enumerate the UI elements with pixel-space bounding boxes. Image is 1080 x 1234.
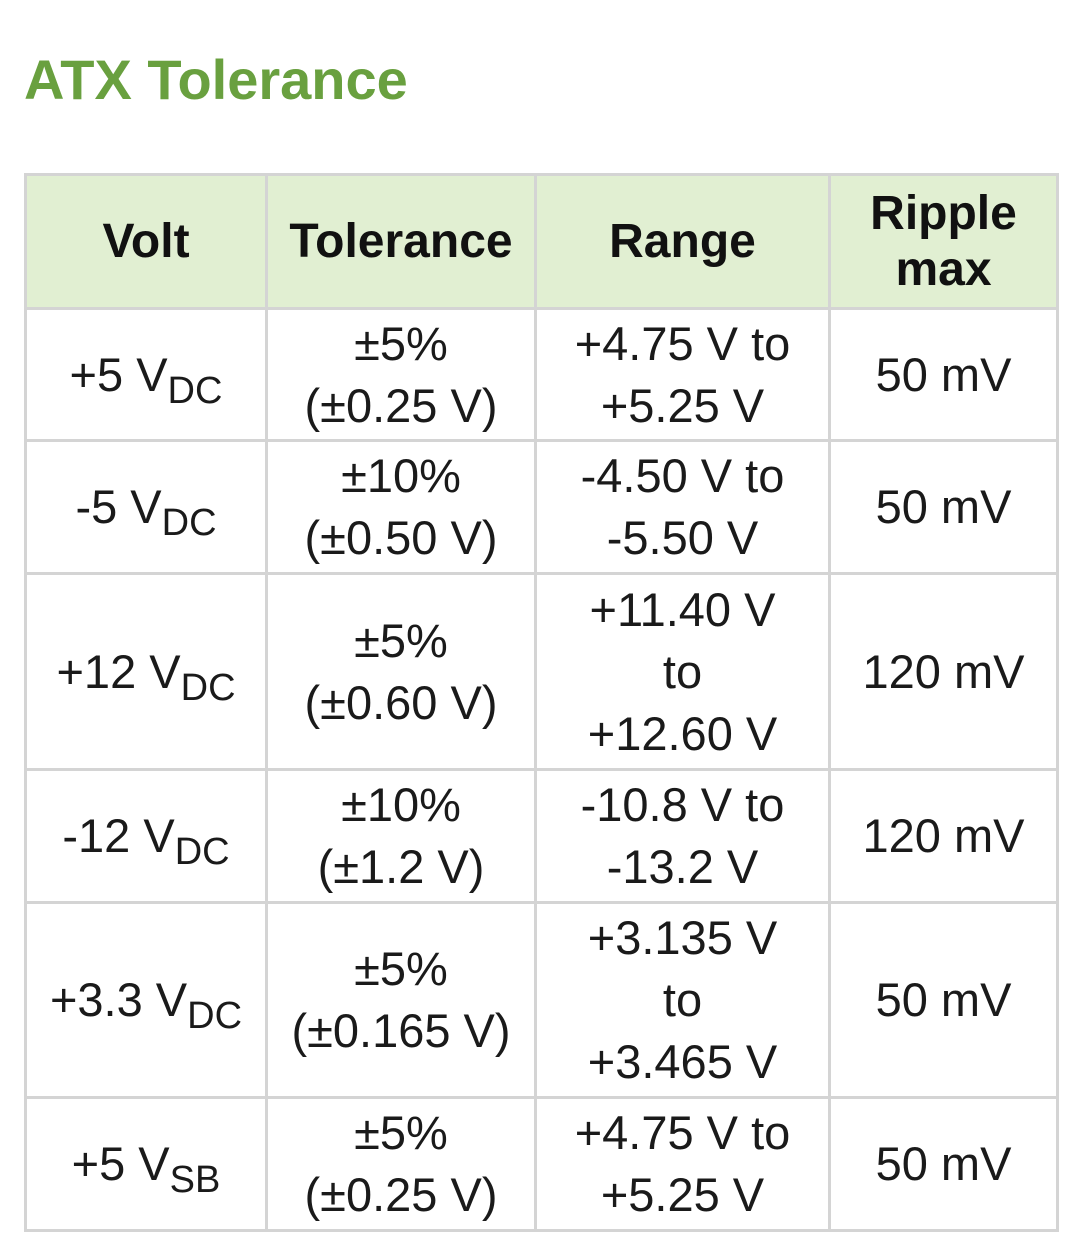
volt-subscript: DC [174,831,230,873]
range-line: +3.465 V [587,1035,778,1088]
ripple-cell: 50 mV [828,439,1059,575]
ripple-cell: 50 mV [828,1096,1059,1232]
range-cell: -10.8 V to -13.2 V [534,768,831,904]
tolerance-absolute: (±0.165 V) [291,1004,511,1057]
tolerance-absolute: (±1.2 V) [317,840,485,893]
tolerance-percent: ±5% [354,316,448,370]
ripple-cell: 50 mV [828,901,1059,1099]
tolerance-percent: ±5% [354,1106,448,1159]
volt-subscript: DC [161,502,217,544]
volt-subscript: DC [180,666,236,709]
tolerance-absolute: (±0.25 V) [304,378,498,432]
range-cell: +4.75 V to +5.25 V [534,307,831,442]
header-range: Range [534,173,831,310]
range-cell: +3.135 V to +3.465 V [534,901,831,1099]
range-line: to [662,644,703,698]
range-line: -4.50 V to [580,449,785,502]
volt-value: +5 V [69,347,168,401]
atx-tolerance-table: Volt Tolerance Range Ripple max +5 VDC ±… [24,173,1059,1232]
volt-cell: +5 VDC [24,307,268,442]
range-line: -13.2 V [606,840,759,893]
table-row: +5 VDC ±5% (±0.25 V) +4.75 V to +5.25 V 50… [24,307,1059,442]
range-line: to [662,973,703,1026]
table-row: +3.3 VDC ±5% (±0.165 V) +3.135 V to +3.465 … [24,901,1059,1099]
tolerance-cell: ±5% (±0.165 V) [265,901,537,1099]
range-line: +3.135 V [587,911,778,964]
range-line: -5.50 V [606,511,759,564]
volt-cell: -5 VDC [24,439,268,575]
volt-cell: -12 VDC [24,768,268,904]
range-line: +11.40 V [589,582,776,636]
range-line: +5.25 V [600,1168,765,1221]
volt-cell: +3.3 VDC [24,901,268,1099]
tolerance-cell: ±5% (±0.25 V) [265,1096,537,1232]
tolerance-percent: ±10% [341,449,461,502]
table-row: -5 VDC ±10% (±0.50 V) -4.50 V to -5.50 V 5… [24,439,1059,575]
volt-subscript: DC [187,995,243,1037]
volt-value: +5 V [71,1137,170,1190]
volt-subscript: SB [169,1159,221,1201]
volt-cell: +12 VDC [24,572,268,771]
ripple-cell: 50 mV [828,307,1059,442]
ripple-cell: 120 mV [828,768,1059,904]
table-row: -12 VDC ±10% (±1.2 V) -10.8 V to -13.2 V 1… [24,768,1059,904]
volt-value: -12 V [62,809,175,862]
range-cell: -4.50 V to -5.50 V [534,439,831,575]
volt-cell: +5 VSB [24,1096,268,1232]
tolerance-absolute: (±0.50 V) [304,511,498,564]
volt-subscript: DC [167,369,223,412]
table-row: +5 VSB ±5% (±0.25 V) +4.75 V to +5.25 V 50… [24,1096,1059,1232]
tolerance-percent: ±5% [354,613,448,667]
range-line: +4.75 V to [574,1106,791,1159]
range-line: +12.60 V [587,706,778,760]
volt-value: +3.3 V [49,973,188,1026]
ripple-cell: 120 mV [828,572,1059,771]
tolerance-percent: ±10% [341,778,461,831]
page-title: ATX Tolerance [24,48,408,111]
volt-value: +12 V [56,644,181,698]
volt-value: -5 V [75,480,162,533]
header-ripple-max: Ripple max [828,173,1059,310]
tolerance-cell: ±5% (±0.25 V) [265,307,537,442]
tolerance-absolute: (±0.25 V) [304,1168,498,1221]
range-line: +4.75 V to [574,316,791,370]
range-line: -10.8 V to [580,778,785,831]
header-tolerance: Tolerance [265,173,537,310]
tolerance-percent: ±5% [354,942,448,995]
range-line: +5.25 V [600,378,765,432]
tolerance-cell: ±10% (±1.2 V) [265,768,537,904]
range-cell: +4.75 V to +5.25 V [534,1096,831,1232]
tolerance-cell: ±10% (±0.50 V) [265,439,537,575]
header-volt: Volt [24,173,268,310]
range-cell: +11.40 V to +12.60 V [534,572,831,771]
table-header-row: Volt Tolerance Range Ripple max [24,173,1059,310]
tolerance-absolute: (±0.60 V) [304,675,498,729]
tolerance-cell: ±5% (±0.60 V) [265,572,537,771]
